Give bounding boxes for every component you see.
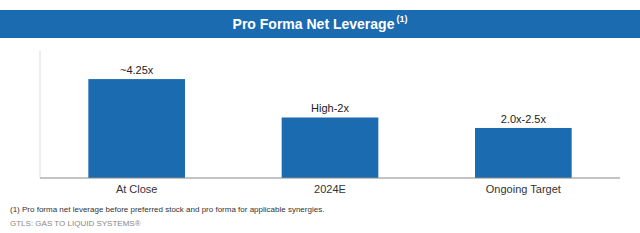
title: Pro Forma Net Leverage(1): [233, 14, 408, 32]
x-tick-label: 2024E: [314, 183, 346, 195]
data-label: High-2x: [311, 102, 349, 114]
bars: [88, 79, 571, 178]
x-tick-label: At Close: [116, 183, 158, 195]
x-tick-label: Ongoing Target: [486, 183, 561, 195]
bar: [475, 128, 572, 178]
chart: Pro Forma Net Leverage(1) ~4.25x High-2x 2.…: [0, 0, 640, 233]
title-banner: [0, 10, 640, 38]
bar: [282, 117, 379, 178]
y-axis-line: [40, 50, 41, 178]
footnote: GTLS: GAS TO LIQUID SYSTEMS®: [10, 219, 141, 228]
x-axis-line: [40, 178, 620, 179]
title-superscript: (1): [396, 14, 407, 24]
footnote: (1) Pro forma net leverage before prefer…: [10, 205, 324, 214]
bar: [88, 79, 185, 178]
data-label: ~4.25x: [120, 64, 154, 76]
data-label: 2.0x-2.5x: [501, 113, 547, 125]
title-text: Pro Forma Net Leverage: [233, 16, 395, 32]
